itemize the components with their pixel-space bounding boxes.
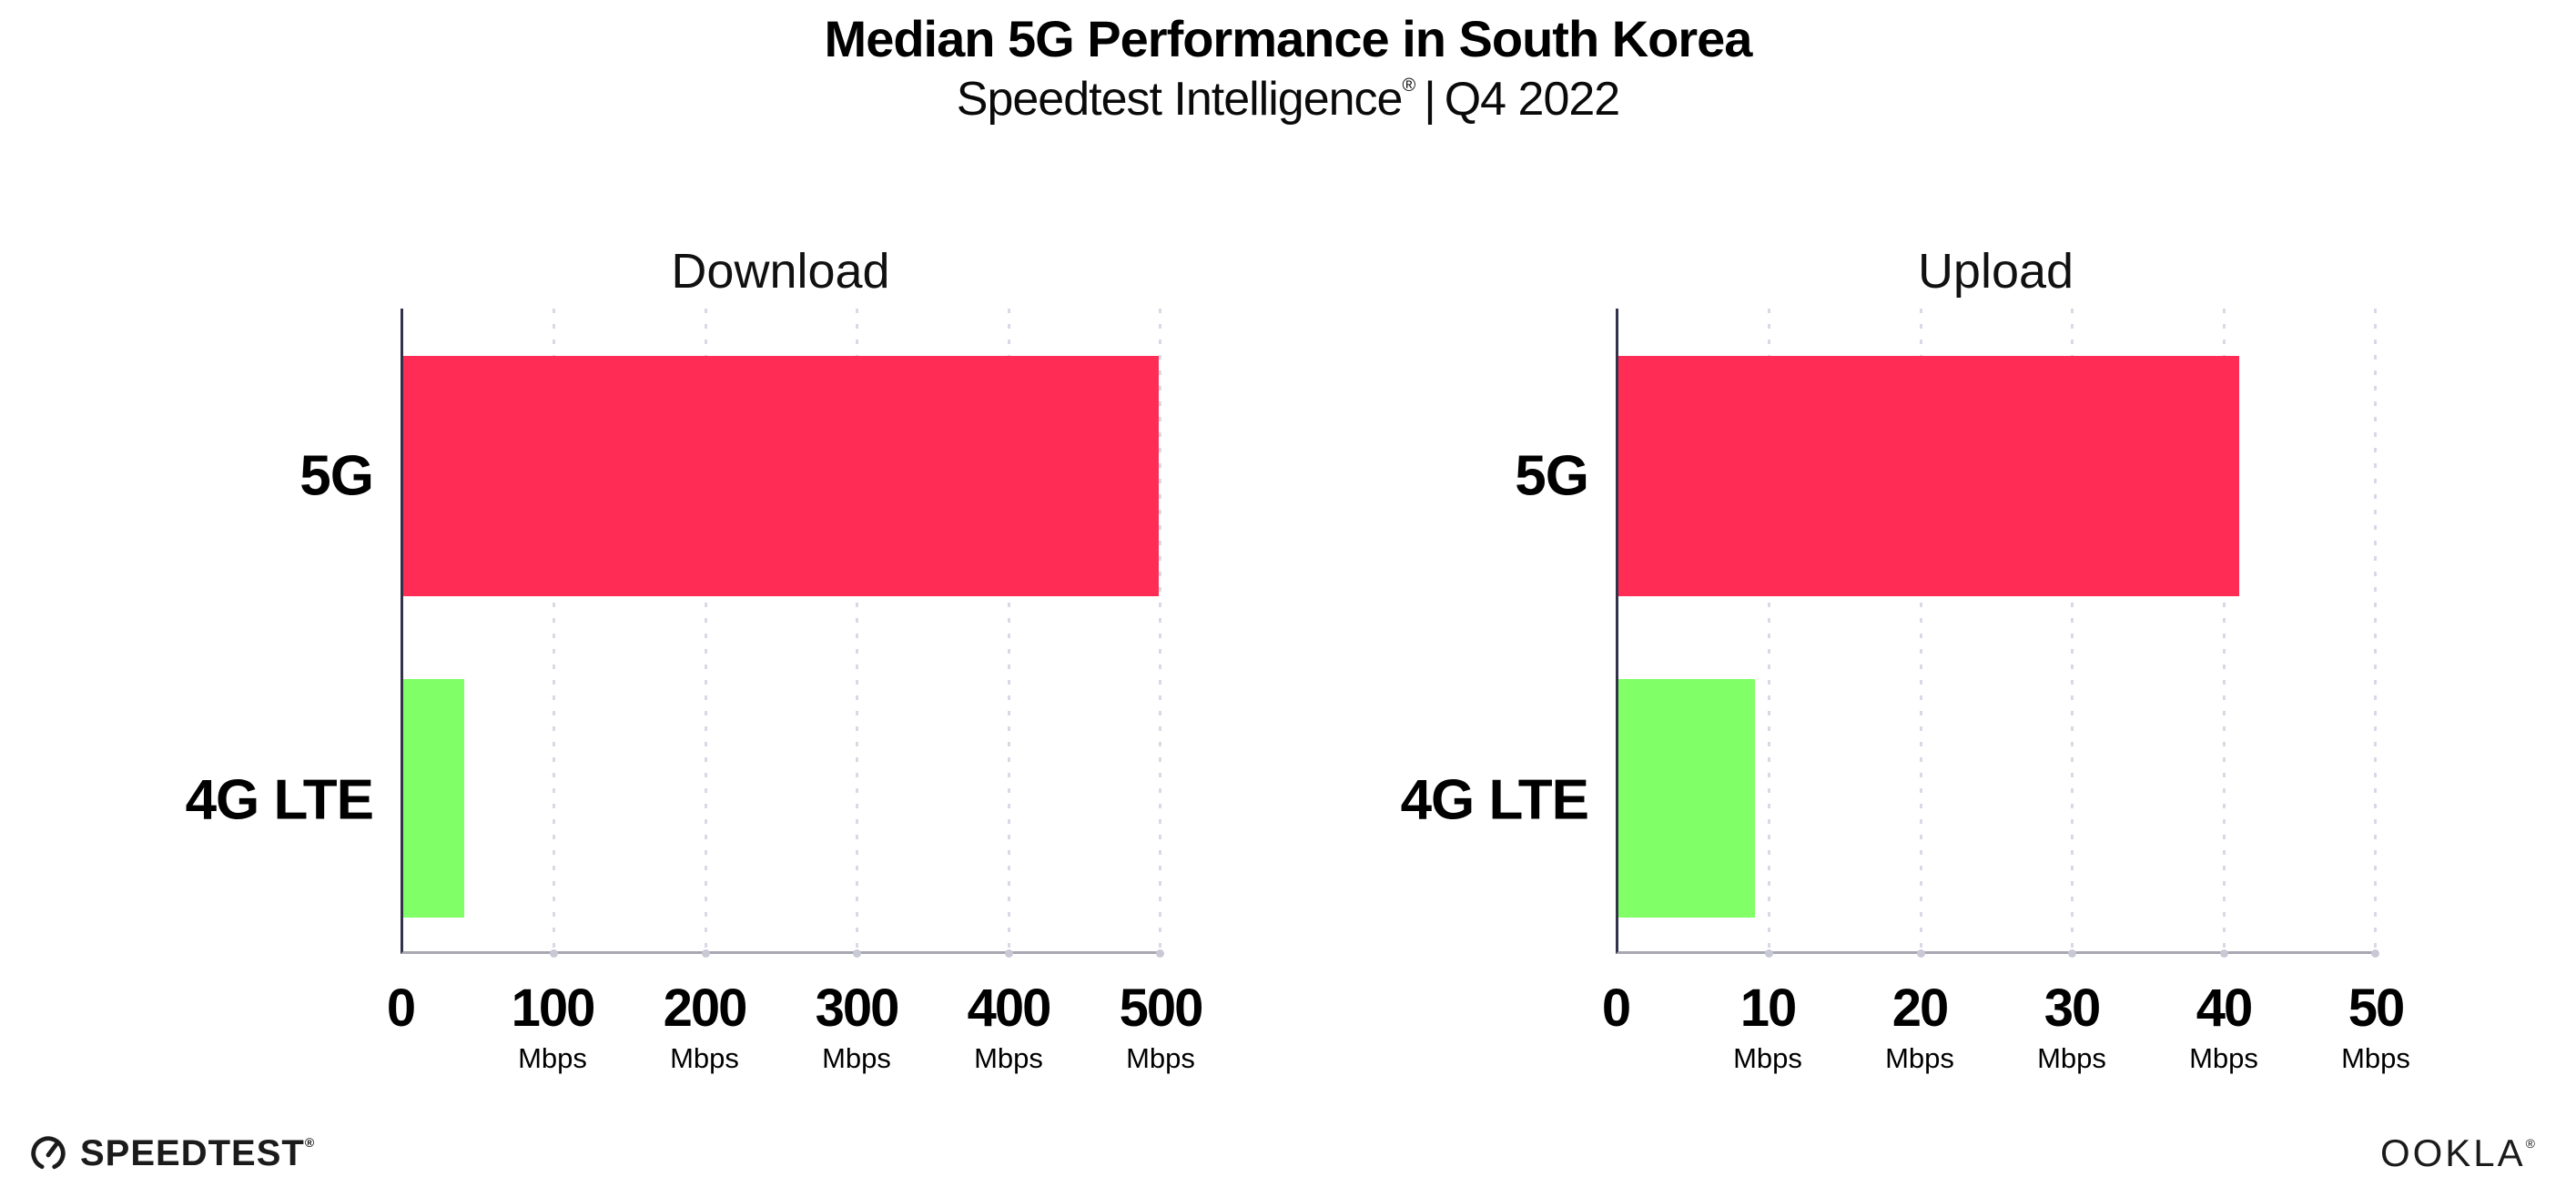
category-label-4g-lte: 4G LTE xyxy=(185,768,374,832)
gridline xyxy=(1765,309,1774,958)
gridline xyxy=(550,309,559,958)
download-category-labels: 5G 4G LTE xyxy=(137,309,401,954)
x-tick: 50 Mbps xyxy=(2341,978,2410,1075)
gridline xyxy=(853,309,862,958)
category-label-4g-lte: 4G LTE xyxy=(1400,768,1589,832)
x-tick-value: 400 xyxy=(967,979,1052,1038)
download-chart-title: Download xyxy=(671,244,890,299)
x-tick-unit: Mbps xyxy=(1126,1042,1195,1074)
bar-download-5g xyxy=(403,355,1160,596)
gridline xyxy=(1004,309,1013,958)
ookla-logo: OOKLA® xyxy=(2380,1131,2538,1175)
x-tick-unit: Mbps xyxy=(518,1042,587,1074)
x-tick-value: 500 xyxy=(1119,979,1204,1038)
x-tick-unit: Mbps xyxy=(2189,1042,2258,1074)
spacer xyxy=(137,954,401,1131)
footer: SPEEDTEST® OOKLA® xyxy=(0,1131,2576,1197)
x-tick-value: 40 xyxy=(2196,979,2254,1038)
x-tick-unit: Mbps xyxy=(1733,1042,1802,1074)
upload-chart-title: Upload xyxy=(1917,244,2074,299)
x-tick: 40 Mbps xyxy=(2189,978,2258,1075)
charts-row: Download 5G 4G LTE 0 xyxy=(0,127,2576,1131)
x-tick: 100 Mbps xyxy=(511,978,596,1075)
x-tick-value: 0 xyxy=(1601,979,1631,1038)
x-tick: 300 Mbps xyxy=(815,978,900,1075)
gridline xyxy=(2371,309,2379,958)
download-x-ticks: 0 100 Mbps 200 Mbps 300 Mbps 400 Mbps xyxy=(387,954,1204,1131)
x-tick-value: 50 xyxy=(2348,979,2406,1038)
x-tick-value: 10 xyxy=(1739,979,1798,1038)
gridline xyxy=(701,309,710,958)
registered-mark: ® xyxy=(1402,76,1415,96)
gridline xyxy=(1156,309,1164,958)
x-tick-unit: Mbps xyxy=(2037,1042,2106,1074)
x-tick: 20 Mbps xyxy=(1885,978,1954,1075)
x-tick-unit: Mbps xyxy=(822,1042,891,1074)
x-tick: 200 Mbps xyxy=(663,978,748,1075)
speedtest-wordmark: SPEEDTEST® xyxy=(80,1133,315,1174)
gridline xyxy=(1916,309,1925,958)
page-title: Median 5G Performance in South Korea xyxy=(824,10,1753,67)
x-tick-value: 30 xyxy=(2044,979,2102,1038)
upload-chart-area: 5G 4G LTE xyxy=(1352,309,2379,958)
ookla-label: OOKLA xyxy=(2379,1131,2526,1174)
x-tick: 0 xyxy=(1601,978,1631,1039)
x-tick-value: 100 xyxy=(511,979,596,1038)
x-tick-unit: Mbps xyxy=(1885,1042,1954,1074)
speedtest-logo: SPEEDTEST® xyxy=(27,1132,315,1174)
x-tick-unit: Mbps xyxy=(974,1042,1043,1074)
gridline xyxy=(2068,309,2077,958)
upload-plot-area xyxy=(1616,309,2379,958)
x-tick: 0 xyxy=(386,978,416,1039)
speedtest-gauge-icon xyxy=(31,1136,66,1171)
download-x-axis: 0 100 Mbps 200 Mbps 300 Mbps 400 Mbps xyxy=(137,954,1204,1131)
x-tick-value: 20 xyxy=(1891,979,1950,1038)
x-tick-unit: Mbps xyxy=(670,1042,739,1074)
category-label-5g: 5G xyxy=(1515,444,1589,508)
upload-x-axis: 0 10 Mbps 20 Mbps 30 Mbps 40 Mbps xyxy=(1352,954,2410,1131)
upload-x-ticks: 0 10 Mbps 20 Mbps 30 Mbps 40 Mbps xyxy=(1602,954,2410,1131)
subtitle-separator: | xyxy=(1424,73,1436,126)
upload-chart-panel: Upload 5G 4G LTE 0 xyxy=(1352,127,2410,1131)
bar-download-4g-lte xyxy=(403,679,464,918)
upload-category-labels: 5G 4G LTE xyxy=(1352,309,1616,954)
subtitle-brand: Speedtest Intelligence xyxy=(956,73,1404,126)
bar-upload-5g xyxy=(1618,355,2240,596)
x-tick-value: 300 xyxy=(815,979,900,1038)
gridline xyxy=(2219,309,2228,958)
page-subtitle: Speedtest Intelligence® | Q4 2022 xyxy=(0,72,2576,127)
download-chart-panel: Download 5G 4G LTE 0 xyxy=(137,127,1204,1131)
x-tick: 400 Mbps xyxy=(967,978,1052,1075)
download-chart-area: 5G 4G LTE xyxy=(137,309,1164,958)
x-tick: 500 Mbps xyxy=(1119,978,1204,1075)
download-plot-area xyxy=(401,309,1164,958)
x-tick: 10 Mbps xyxy=(1733,978,1802,1075)
subtitle-period: Q4 2022 xyxy=(1444,73,1620,126)
x-tick: 30 Mbps xyxy=(2037,978,2106,1075)
bar-upload-4g-lte xyxy=(1618,679,1755,918)
registered-mark: ® xyxy=(2525,1136,2538,1151)
speedtest-label: SPEEDTEST xyxy=(80,1132,305,1173)
download-title-row: Download xyxy=(137,127,1161,309)
category-label-5g: 5G xyxy=(299,444,374,508)
chart-header: Median 5G Performance in South Korea Spe… xyxy=(0,0,2576,127)
spacer xyxy=(1352,954,1616,1131)
x-tick-value: 200 xyxy=(663,979,748,1038)
x-tick-unit: Mbps xyxy=(2341,1042,2410,1074)
registered-mark: ® xyxy=(304,1134,316,1150)
x-tick-value: 0 xyxy=(386,979,416,1038)
upload-title-row: Upload xyxy=(1352,127,2376,309)
